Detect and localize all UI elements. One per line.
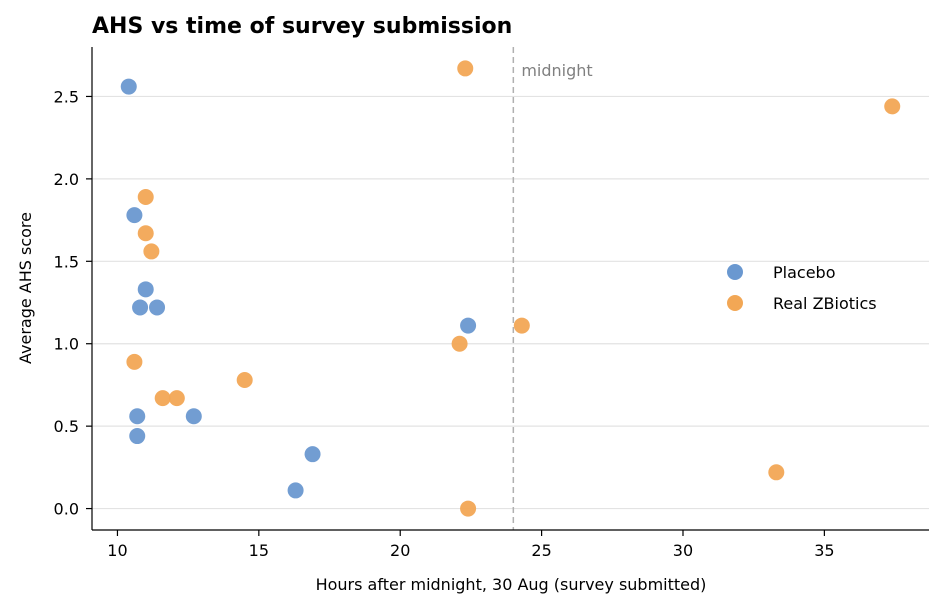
data-point xyxy=(143,243,160,260)
data-point xyxy=(768,464,785,481)
tick-labels: 0.0 0.5 1.0 1.5 2.0 2.5 10 15 20 25 30 35 xyxy=(54,87,835,560)
x-tick-label: 25 xyxy=(531,541,551,560)
x-axis-label: Hours after midnight, 30 Aug (survey sub… xyxy=(316,575,707,594)
data-point xyxy=(132,299,149,316)
x-tick-label: 20 xyxy=(390,541,410,560)
data-point xyxy=(126,207,143,224)
data-point xyxy=(137,189,154,206)
data-point xyxy=(457,60,474,77)
legend: Placebo Real ZBiotics xyxy=(727,263,877,313)
data-point xyxy=(168,390,185,407)
chart-title: AHS vs time of survey submission xyxy=(92,14,512,39)
midnight-marker: midnight xyxy=(512,47,593,530)
x-tick-label: 35 xyxy=(814,541,834,560)
data-point xyxy=(149,299,166,316)
legend-marker xyxy=(727,295,743,311)
x-tick-label: 30 xyxy=(673,541,693,560)
data-point xyxy=(120,78,137,95)
data-point xyxy=(137,225,154,242)
y-tick-label: 2.0 xyxy=(54,170,79,189)
data-point xyxy=(460,500,477,517)
legend-label: Placebo xyxy=(773,263,835,282)
legend-marker xyxy=(727,264,743,280)
x-tick-label: 15 xyxy=(249,541,269,560)
data-point xyxy=(884,98,901,115)
data-point xyxy=(185,408,202,425)
y-axis-label: Average AHS score xyxy=(16,212,35,364)
data-point xyxy=(236,371,253,388)
data-points xyxy=(120,60,901,517)
data-point xyxy=(129,428,146,445)
data-point xyxy=(513,317,530,334)
axes xyxy=(86,47,929,536)
data-point xyxy=(154,390,171,407)
data-point xyxy=(137,281,154,298)
data-point xyxy=(451,335,468,352)
midnight-label: midnight xyxy=(521,61,592,80)
y-tick-label: 1.5 xyxy=(54,252,79,271)
data-point xyxy=(460,317,477,334)
data-point xyxy=(287,482,304,499)
grid-lines xyxy=(92,95,929,510)
x-tick-label: 10 xyxy=(107,541,127,560)
y-tick-label: 0.0 xyxy=(54,500,79,519)
data-point xyxy=(129,408,146,425)
data-point xyxy=(126,353,143,370)
legend-label: Real ZBiotics xyxy=(773,294,877,313)
y-tick-label: 0.5 xyxy=(54,417,79,436)
y-tick-label: 1.0 xyxy=(54,335,79,354)
y-tick-label: 2.5 xyxy=(54,87,79,106)
data-point xyxy=(304,446,321,463)
